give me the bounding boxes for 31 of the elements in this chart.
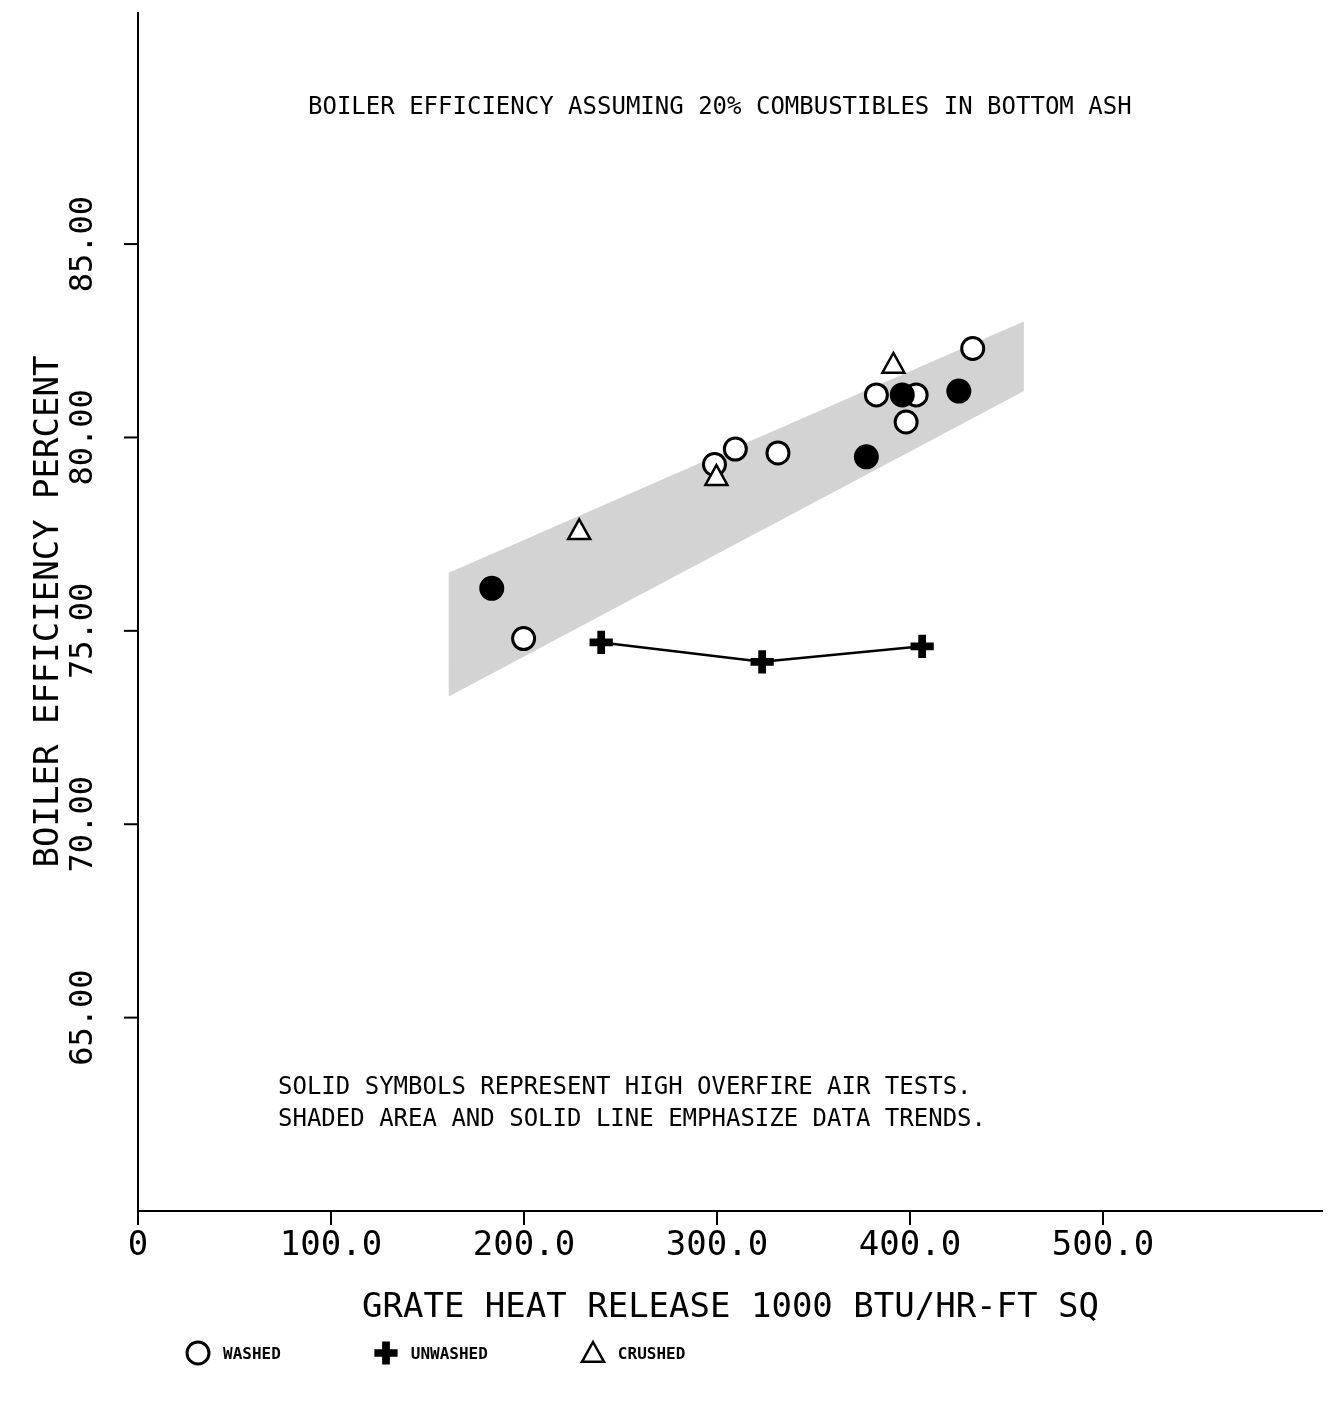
point: [853, 444, 879, 470]
text: BOILER EFFICIENCY ASSUMING 20% COMBUSTIBLES IN BOTTOM ASH: [308, 92, 1132, 120]
point: [566, 518, 592, 541]
x-tick-label: 0: [127, 1223, 149, 1264]
y-tick-label: 65.00: [62, 969, 100, 1066]
point: [893, 409, 919, 435]
point: [722, 436, 748, 462]
point: [511, 626, 537, 652]
legend-label: WASHED: [223, 1343, 281, 1363]
legend-label: CRUSHED: [617, 1343, 686, 1363]
point: [889, 382, 915, 408]
point: [863, 382, 889, 408]
point: [589, 630, 613, 655]
x-tick-label: 500.0: [1051, 1223, 1155, 1264]
x-tick-label: 400.0: [858, 1223, 962, 1264]
annotation: SHADED AREA AND SOLID LINE EMPHASIZE DATA TRENDS.: [278, 1103, 987, 1134]
point: [910, 634, 934, 658]
x-tick-label: 200.0: [472, 1223, 576, 1264]
point: [750, 650, 774, 674]
x-tick-label: 300.0: [665, 1223, 769, 1264]
point: [479, 575, 505, 601]
point: [765, 440, 791, 466]
point: [704, 463, 729, 487]
annotation: SOLID SYMBOLS REPRESENT HIGH OVERFIRE AIR TESTS.: [278, 1071, 973, 1102]
point: [881, 351, 906, 375]
point: [960, 335, 986, 361]
y-tick-label: 85.00: [62, 195, 100, 293]
point: [946, 378, 972, 404]
x-tick-label: 100.0: [279, 1223, 383, 1264]
x-axis-title: GRATE HEAT RELEASE 1000 BTU/HR-FT SQ: [362, 1285, 1099, 1325]
legend-label: UNWASHED: [410, 1343, 488, 1363]
